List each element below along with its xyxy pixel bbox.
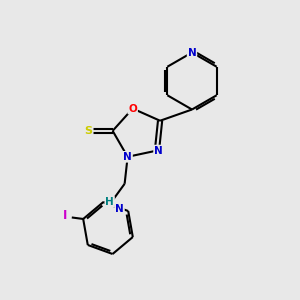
Text: S: S [85, 126, 93, 136]
Text: O: O [128, 103, 137, 114]
Text: N: N [115, 204, 124, 214]
Text: N: N [123, 152, 132, 162]
Text: I: I [63, 209, 68, 223]
Text: N: N [154, 146, 163, 156]
Text: N: N [188, 47, 196, 58]
Text: H: H [105, 197, 114, 207]
